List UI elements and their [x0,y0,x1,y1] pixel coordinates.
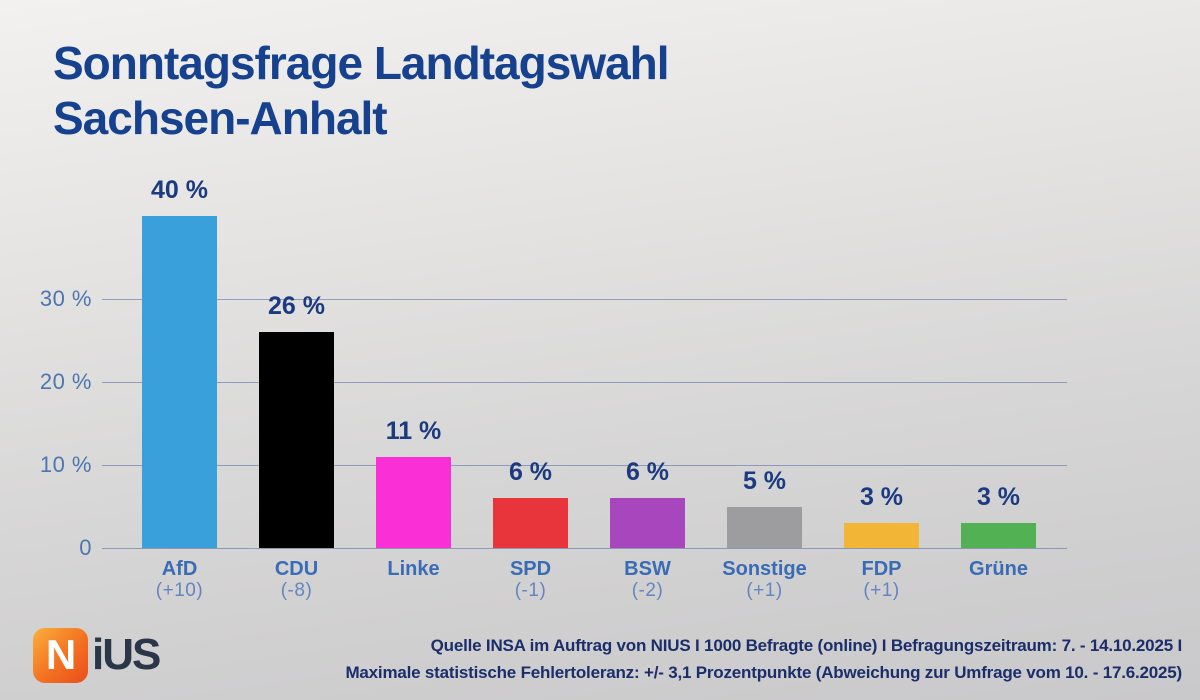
bar-sonstige [727,506,802,548]
bars-layer: 40 % 26 % 11 % 6 % 6 % 5 % 3 % 3 % [121,128,1057,548]
party-change-afd: (+10) [155,580,204,601]
x-label-afd: AfD (+10) [121,558,238,602]
y-axis-tick-label: 20 % [39,369,92,394]
bar-gr-ne [961,523,1036,548]
gridline-20 [102,382,1067,383]
bar-cdu [259,332,334,548]
bar-fdp [844,523,919,548]
x-label-sonstige: Sonstige (+1) [706,558,823,602]
y-axis-tick-label: 10 % [39,452,92,477]
bar-value-label-gr-ne: 3 % [976,483,1021,512]
nius-logo-letter: N [45,631,76,678]
gridline-10 [102,465,1067,466]
bar-value-label-afd: 40 % [151,176,208,204]
party-change-cdu: (-8) [280,580,313,601]
bar-value-label-bsw: 6 % [625,458,670,487]
x-label-bsw: BSW (-2) [589,558,706,602]
page-title-line2: Sachsen-Anhalt [53,92,388,144]
bar-value-label-sonstige: 5 % [742,466,787,495]
party-name-fdp: FDP [861,558,902,580]
bar-value-label-cdu: 26 % [268,292,325,321]
bar-group-cdu: 26 % [238,128,355,548]
bar-group-linke: 11 % [355,128,472,548]
x-label-gr-ne: Grüne [940,558,1057,602]
bar-group-spd: 6 % [472,128,589,548]
bar-afd [142,216,217,548]
page-title-line1: Sonntagsfrage Landtagswahl [53,37,670,89]
party-change-spd: (-1) [514,580,547,601]
source-note-line1: Quelle INSA im Auftrag von NIUS I 1000 B… [430,636,1183,655]
party-change-bsw: (-2) [631,580,664,601]
x-label-cdu: CDU (-8) [238,558,355,602]
party-name-sonstige: Sonstige [722,558,807,580]
party-name-gr-ne: Grüne [969,558,1028,580]
source-note: Quelle INSA im Auftrag von NIUS I 1000 B… [345,632,1182,686]
x-label-linke: Linke [355,558,472,602]
bar-value-label-linke: 11 % [385,416,442,445]
party-name-linke: Linke [387,558,440,580]
bar-linke [376,456,451,548]
source-note-line2: Maximale statistische Fehlertoleranz: +/… [345,663,1182,682]
party-name-afd: AfD [161,558,198,580]
bar-value-label-spd: 6 % [508,458,553,487]
y-axis-tick-label: 0 [79,535,92,560]
y-axis-tick-label: 30 % [39,286,92,311]
bar-bsw [610,498,685,548]
party-change-sonstige: (+1) [746,580,783,601]
nius-logo: N iUS [33,627,161,683]
gridline-0 [102,548,1067,549]
bar-group-afd: 40 % [121,128,238,548]
party-name-spd: SPD [509,558,552,580]
party-name-cdu: CDU [274,558,319,580]
page-title: Sonntagsfrage Landtagswahl Sachsen-Anhal… [53,36,670,146]
x-label-spd: SPD (-1) [472,558,589,602]
bar-group-sonstige: 5 % [706,128,823,548]
bar-spd [493,498,568,548]
bar-group-bsw: 6 % [589,128,706,548]
gridline-30 [102,299,1067,300]
party-name-bsw: BSW [624,558,671,580]
x-axis-labels: AfD (+10) CDU (-8) Linke SPD (-1) BSW (-2) Sonsti… [121,558,1057,602]
nius-logo-box: N [33,627,88,683]
bar-group-fdp: 3 % [823,128,940,548]
bar-group-gr-ne: 3 % [940,128,1057,548]
nius-logo-wordmark: iUS [92,630,161,679]
bar-value-label-fdp: 3 % [859,483,904,512]
x-label-fdp: FDP (+1) [823,558,940,602]
party-change-fdp: (+1) [863,580,900,601]
